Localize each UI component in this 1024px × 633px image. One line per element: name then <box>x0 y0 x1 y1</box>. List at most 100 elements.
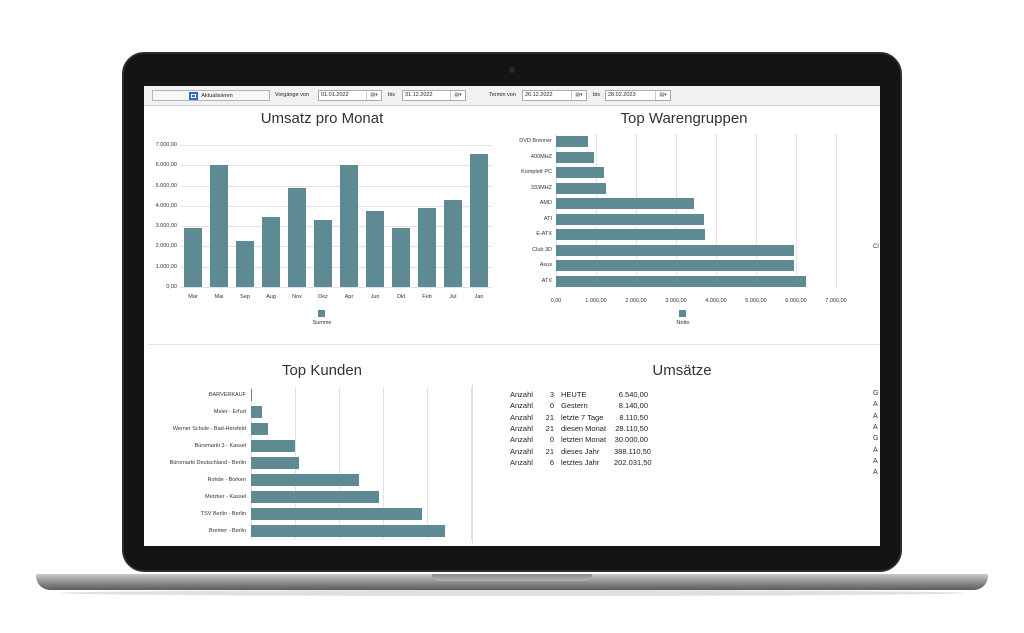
stat-count: 0 <box>549 401 554 411</box>
bar <box>556 198 694 209</box>
termin-to-field[interactable]: 28.02.2023 ▤▾ <box>605 90 671 101</box>
y-tick-label: AMD <box>539 200 552 206</box>
toolbar: Aktualisieren Vorgänge von 01.01.2022 ▤▾… <box>144 86 880 106</box>
legend-swatch <box>679 310 686 317</box>
stat-count: 21 <box>545 412 554 422</box>
vorgaenge-from-field[interactable]: 01.01.2022 ▤▾ <box>318 90 382 101</box>
cutoff-label: G <box>873 435 879 443</box>
y-tick-label: E-ATX <box>536 231 552 237</box>
y-tick-label: 5.000,00 <box>155 182 177 189</box>
bar <box>556 151 594 163</box>
y-tick-label: DVD Brenner <box>519 138 552 144</box>
y-tick-label: ATI <box>543 215 552 222</box>
stat-value: 28.110,50 <box>615 423 648 433</box>
bar <box>340 165 358 287</box>
laptop-base <box>36 574 988 590</box>
stat-period: letztes Jahr <box>561 457 600 467</box>
termin-from-value: 26.12.2022 <box>525 92 553 98</box>
cutoff-label: Cl <box>873 244 879 250</box>
calendar-dropdown-icon[interactable]: ▤▾ <box>450 91 465 100</box>
gridline <box>636 134 637 289</box>
termin-from-field[interactable]: 26.12.2022 ▤▾ <box>522 90 587 101</box>
y-tick-label: Meier - Erfurt <box>213 409 246 415</box>
x-tick-label: 5.000,00 <box>745 298 767 304</box>
gridline <box>471 387 472 540</box>
bar <box>184 228 202 287</box>
stat-count: 3 <box>549 390 554 399</box>
y-tick-label: Bremer - Berlin <box>209 528 246 534</box>
x-tick-label: Feb <box>422 294 432 300</box>
legend-label: Netto <box>676 320 690 326</box>
gridline <box>180 165 492 167</box>
termin-to-value: 28.02.2023 <box>608 92 636 98</box>
stat-label: Anzahl <box>510 412 533 422</box>
gridline <box>427 387 428 540</box>
x-tick-label: 0,00 <box>550 298 562 304</box>
x-tick-label: 1.000,00 <box>585 298 607 304</box>
refresh-button[interactable]: Aktualisieren <box>152 90 270 101</box>
calendar-dropdown-icon[interactable]: ▤▾ <box>571 91 586 100</box>
stat-period: diesen Monat <box>561 423 607 433</box>
bar <box>444 200 462 287</box>
bar <box>418 207 436 287</box>
stat-value: 8.140,00 <box>618 401 648 411</box>
gridline <box>383 387 384 540</box>
stat-period: Gestern <box>561 401 588 411</box>
y-tick-label: Büromarkt 3 - Kassel <box>194 443 246 449</box>
vorgaenge-to-value: 31.12.2022 <box>405 92 433 98</box>
x-tick-label: 7.000,00 <box>825 298 847 304</box>
stat-label: Anzahl <box>510 435 533 445</box>
x-tick-label: 3.000,00 <box>665 298 687 304</box>
gridline <box>836 134 837 289</box>
bar <box>288 187 306 287</box>
gridline <box>180 185 492 187</box>
stat-count: 6 <box>549 457 554 467</box>
bar <box>251 508 422 520</box>
y-tick-label: Club 3D <box>532 246 552 253</box>
y-tick-label: 6.000,00 <box>155 162 177 169</box>
y-tick-label: Rohde - Borken <box>207 477 246 483</box>
x-tick-label: Sep <box>240 294 250 300</box>
calendar-dropdown-icon[interactable]: ▤▾ <box>366 91 381 100</box>
y-tick-label: 333MHZ <box>530 184 552 191</box>
y-tick-label: 7.000,00 <box>155 142 177 148</box>
vorgaenge-label: Vorgänge von <box>275 92 309 98</box>
x-tick-label: Mai <box>214 294 224 300</box>
bar <box>556 260 794 271</box>
y-tick-label: Metzker - Kassel <box>205 494 246 500</box>
y-tick-label: Werner Schule - Bad-Hersfeld <box>172 426 246 432</box>
x-tick-label: Aug <box>266 294 276 300</box>
umsatz-title: Umsatz pro Monat <box>260 110 384 127</box>
waren-title: Top Warengruppen <box>620 110 748 127</box>
bar <box>470 154 488 287</box>
vorgaenge-from-value: 01.01.2022 <box>321 92 349 98</box>
y-tick-label: 0,00 <box>166 284 177 290</box>
gridline <box>556 134 557 289</box>
bar <box>251 423 268 435</box>
legend-swatch <box>318 310 325 317</box>
x-tick-label: Nov <box>292 294 302 300</box>
bar <box>556 275 806 287</box>
calendar-dropdown-icon[interactable]: ▤▾ <box>655 91 670 100</box>
stat-count: 21 <box>545 423 554 433</box>
bar <box>251 440 295 452</box>
gridline <box>676 134 677 289</box>
bar <box>314 220 332 287</box>
x-tick-label: Okt <box>396 294 406 300</box>
stat-value: 30.000,00 <box>614 435 648 445</box>
stat-period: dieses Jahr <box>561 446 600 456</box>
stat-value: 388.110,50 <box>614 446 651 456</box>
gridline <box>180 287 492 288</box>
vorgaenge-to-field[interactable]: 31.12.2022 ▤▾ <box>402 90 466 101</box>
x-tick-label: Jun <box>370 294 380 300</box>
cutoff-label: A <box>873 401 878 409</box>
cutoff-label: A <box>873 446 878 454</box>
stat-value: 6.540,00 <box>618 390 648 399</box>
refresh-icon <box>189 91 199 100</box>
bar <box>556 136 588 147</box>
bar <box>251 491 379 503</box>
bis-label: bis <box>388 92 396 98</box>
gridline <box>180 266 492 268</box>
bar <box>556 229 705 240</box>
stat-label: Anzahl <box>510 401 533 411</box>
